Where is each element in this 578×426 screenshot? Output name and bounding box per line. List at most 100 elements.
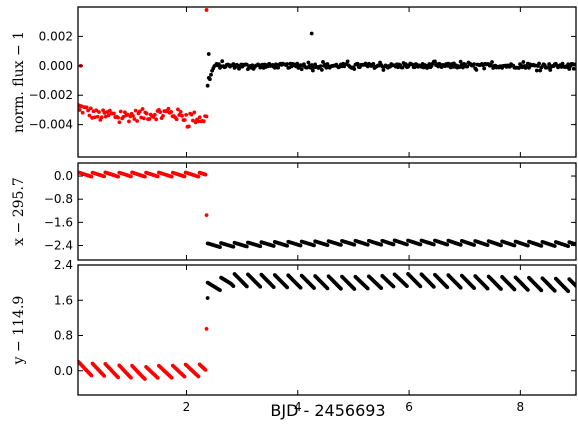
x-tick-label: 2 (183, 400, 191, 414)
data-point (196, 119, 201, 124)
data-point (381, 68, 386, 72)
data-point (180, 113, 184, 118)
data-point (485, 243, 490, 248)
data-point (186, 124, 191, 129)
data-point (534, 68, 539, 73)
data-point (472, 243, 477, 247)
data-point (178, 109, 183, 114)
data-point (118, 109, 123, 114)
data-point (112, 111, 116, 116)
y-tick-label: 2.4 (54, 258, 73, 272)
data-point (197, 115, 202, 120)
data-point (182, 118, 187, 122)
data-point (548, 68, 553, 72)
data-point (499, 243, 503, 248)
data-point (321, 60, 325, 64)
data-point (325, 286, 330, 291)
data-point (147, 117, 152, 121)
data-point (539, 243, 544, 248)
panel-y-frame (77, 264, 577, 396)
data-point (418, 242, 423, 247)
data-point (218, 245, 222, 249)
data-point (312, 286, 316, 290)
data-point (371, 61, 376, 66)
data-point (203, 172, 208, 177)
data-point-outlier (309, 31, 314, 36)
data-point (116, 174, 121, 179)
data-point (125, 112, 130, 117)
data-point (295, 61, 300, 66)
data-point (318, 64, 323, 69)
data-point (258, 284, 263, 289)
data-point (537, 61, 541, 66)
data-point (142, 116, 146, 121)
data-point (298, 285, 303, 290)
data-point (391, 242, 396, 247)
data-point (189, 112, 194, 117)
data-point (218, 288, 222, 293)
data-point (499, 287, 503, 291)
data-point (169, 375, 174, 380)
data-point (431, 284, 436, 289)
data-point (169, 174, 174, 179)
data-point (271, 244, 276, 248)
panel-y-points (78, 272, 576, 381)
data-point (431, 242, 436, 247)
data-point (102, 174, 107, 179)
data-point (244, 244, 249, 249)
data-point (525, 243, 530, 248)
data-point (299, 67, 304, 72)
data-point (158, 110, 163, 115)
data-point (552, 288, 557, 293)
data-point (490, 60, 494, 64)
data-point (512, 243, 517, 248)
x-axis-label: BJD - 2456693 (270, 401, 385, 420)
data-point (525, 287, 530, 292)
data-point (405, 242, 409, 247)
y-tick-label: 0.0 (54, 364, 73, 378)
panel-x-ylabel: x − 295.7 (11, 177, 27, 246)
data-point (205, 83, 210, 88)
data-point (102, 373, 107, 378)
data-point (539, 288, 544, 293)
data-point (276, 65, 281, 70)
data-point (405, 284, 409, 289)
data-point (566, 244, 571, 249)
data-point (338, 243, 343, 247)
data-point (176, 107, 180, 112)
data-point (461, 65, 465, 70)
data-point (196, 374, 201, 379)
data-point (319, 68, 324, 72)
data-point (546, 65, 550, 70)
data-point (117, 120, 122, 125)
data-point (365, 286, 370, 291)
y-tick-label: 0.002 (39, 29, 73, 43)
panel-flux-ylabel: norm. flux − 1 (11, 31, 27, 133)
data-point (144, 111, 149, 116)
data-point (116, 375, 121, 380)
y-tick-label: −2.4 (44, 239, 73, 253)
data-point (203, 367, 208, 372)
data-point (192, 110, 197, 115)
panel-x-frame (77, 162, 577, 261)
data-point (552, 244, 557, 248)
data-point (116, 115, 120, 120)
data-point (95, 114, 100, 119)
data-point (285, 62, 290, 66)
data-point (244, 284, 249, 289)
data-point (137, 109, 142, 114)
data-point (89, 373, 94, 378)
x-tick-label: 8 (517, 400, 525, 414)
data-point (87, 113, 92, 118)
data-point (201, 119, 206, 124)
data-point (433, 59, 437, 64)
data-point (345, 59, 350, 64)
data-point (88, 106, 93, 111)
data-point (352, 287, 357, 291)
data-point (391, 284, 396, 289)
panel-x-points (78, 170, 576, 249)
data-point (521, 60, 526, 64)
data-point (191, 118, 195, 123)
